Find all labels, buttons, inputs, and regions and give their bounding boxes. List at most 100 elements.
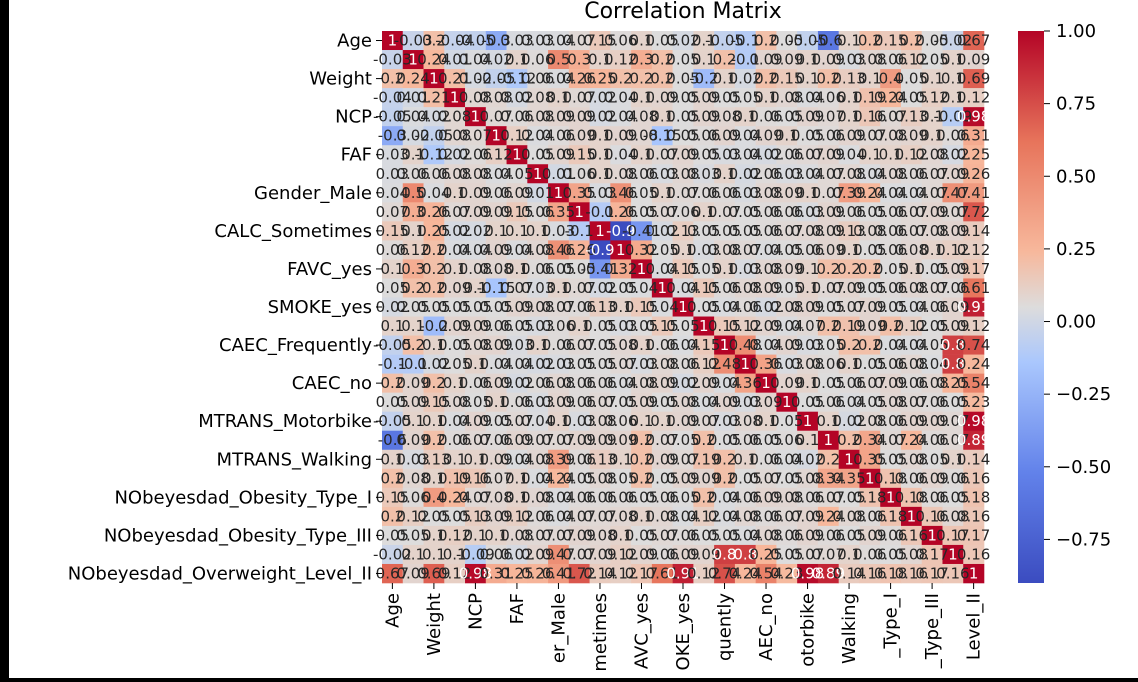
cell-annotation: 0.1 xyxy=(837,32,861,50)
heatmap-cell xyxy=(548,506,570,527)
heatmap-cell xyxy=(610,487,632,508)
cell-annotation: 0.17 xyxy=(915,545,948,563)
heatmap-cell xyxy=(465,107,487,127)
heatmap-cell xyxy=(568,126,590,146)
heatmap-cell xyxy=(755,506,777,527)
heatmap-cell xyxy=(568,316,590,336)
heatmap-cell xyxy=(485,506,507,527)
heatmap-cell xyxy=(942,335,964,355)
heatmap-cell xyxy=(465,145,487,165)
colorbar-tick-label: −0.25 xyxy=(1056,384,1111,405)
cell-annotation: 0.2 xyxy=(650,51,674,69)
heatmap-cell xyxy=(714,202,736,222)
x-tick-label: quently xyxy=(715,593,736,661)
cell-annotation: 0.98 xyxy=(957,412,990,430)
heatmap-cell xyxy=(963,297,985,317)
heatmap-cell xyxy=(382,430,404,451)
cell-annotation: 1 xyxy=(429,70,439,88)
heatmap-cell xyxy=(963,506,985,527)
heatmap-cell xyxy=(382,221,404,241)
heatmap-cell xyxy=(382,487,404,508)
cell-annotation: 0.2 xyxy=(754,70,778,88)
heatmap-cell xyxy=(838,278,860,298)
heatmap-cell xyxy=(817,69,839,89)
heatmap-cell xyxy=(568,107,590,127)
heatmap-cell xyxy=(797,164,819,184)
heatmap-cell xyxy=(465,449,487,470)
heatmap-cell xyxy=(963,50,985,70)
heatmap-cell xyxy=(817,544,839,565)
cell-annotation: 0.08 xyxy=(438,108,471,126)
heatmap-cell xyxy=(589,88,611,108)
heatmap-cell xyxy=(859,563,881,584)
heatmap-cell xyxy=(568,183,590,203)
heatmap-cell xyxy=(714,373,736,393)
heatmap-cell xyxy=(631,240,653,260)
heatmap-cell xyxy=(672,468,694,489)
heatmap-cell xyxy=(797,278,819,298)
heatmap-cell xyxy=(485,69,507,89)
heatmap-cell xyxy=(755,240,777,260)
heatmap-cell xyxy=(714,544,736,565)
y-tick-label: Weight xyxy=(309,69,372,90)
heatmap-cell xyxy=(880,107,902,127)
heatmap-cell xyxy=(817,202,839,222)
heatmap-cell xyxy=(423,259,445,279)
heatmap-cell xyxy=(444,183,466,203)
heatmap-cell xyxy=(444,164,466,184)
heatmap-cell xyxy=(963,525,985,546)
cell-annotation: 0.16 xyxy=(957,469,990,487)
heatmap-cell xyxy=(423,297,445,317)
heatmap-cell xyxy=(797,335,819,355)
heatmap-cell xyxy=(444,544,466,565)
heatmap-cell xyxy=(734,240,756,260)
heatmap-cell xyxy=(589,392,611,412)
heatmap-cell xyxy=(485,126,507,146)
heatmap-cell xyxy=(672,259,694,279)
heatmap-cell xyxy=(900,525,923,546)
heatmap-cell xyxy=(734,126,756,146)
heatmap-cell xyxy=(817,107,839,127)
cell-annotation: 0.03 xyxy=(500,32,533,50)
heatmap-cell xyxy=(963,544,985,565)
heatmap-cell xyxy=(382,468,404,489)
heatmap-cell xyxy=(485,411,507,432)
heatmap-cell xyxy=(817,525,839,546)
heatmap-cell xyxy=(900,202,923,222)
heatmap-cell xyxy=(755,126,777,146)
heatmap-cell xyxy=(693,525,715,546)
heatmap-cell xyxy=(734,221,756,241)
heatmap-cell xyxy=(817,354,839,374)
heatmap-cell xyxy=(548,354,570,374)
heatmap-cell xyxy=(672,50,694,70)
heatmap-cell xyxy=(568,373,590,393)
heatmap-cell xyxy=(402,259,424,279)
heatmap-cell xyxy=(589,487,611,508)
heatmap-cell xyxy=(963,468,985,489)
heatmap-cell xyxy=(672,145,694,165)
heatmap-cell xyxy=(444,202,466,222)
heatmap-cell xyxy=(485,449,507,470)
heatmap-cell xyxy=(838,430,860,451)
heatmap-cell xyxy=(610,392,632,412)
heatmap-cell xyxy=(631,487,653,508)
colorbar-tick-label: 0.75 xyxy=(1056,94,1096,115)
heatmap-cell xyxy=(402,316,424,336)
heatmap-cell xyxy=(631,221,653,241)
heatmap-cell xyxy=(423,240,445,260)
cell-annotation: 0.05 xyxy=(666,51,699,69)
x-tick-label: NCP xyxy=(465,593,486,630)
heatmap-cell xyxy=(672,183,694,203)
cell-annotation: 0.03 xyxy=(521,32,554,50)
heatmap-cell xyxy=(423,487,445,508)
y-tick-label: NObeyesdad_Obesity_Type_III xyxy=(104,525,372,546)
heatmap-cell xyxy=(838,183,860,203)
x-tick-label: Weight xyxy=(424,593,445,656)
heatmap-cell xyxy=(589,316,611,336)
heatmap-cell xyxy=(838,525,860,546)
heatmap-cell xyxy=(423,50,445,70)
heatmap-cell xyxy=(589,563,611,584)
heatmap-cell xyxy=(485,50,507,70)
heatmap-cell xyxy=(527,544,549,565)
heatmap-cell xyxy=(506,278,528,298)
